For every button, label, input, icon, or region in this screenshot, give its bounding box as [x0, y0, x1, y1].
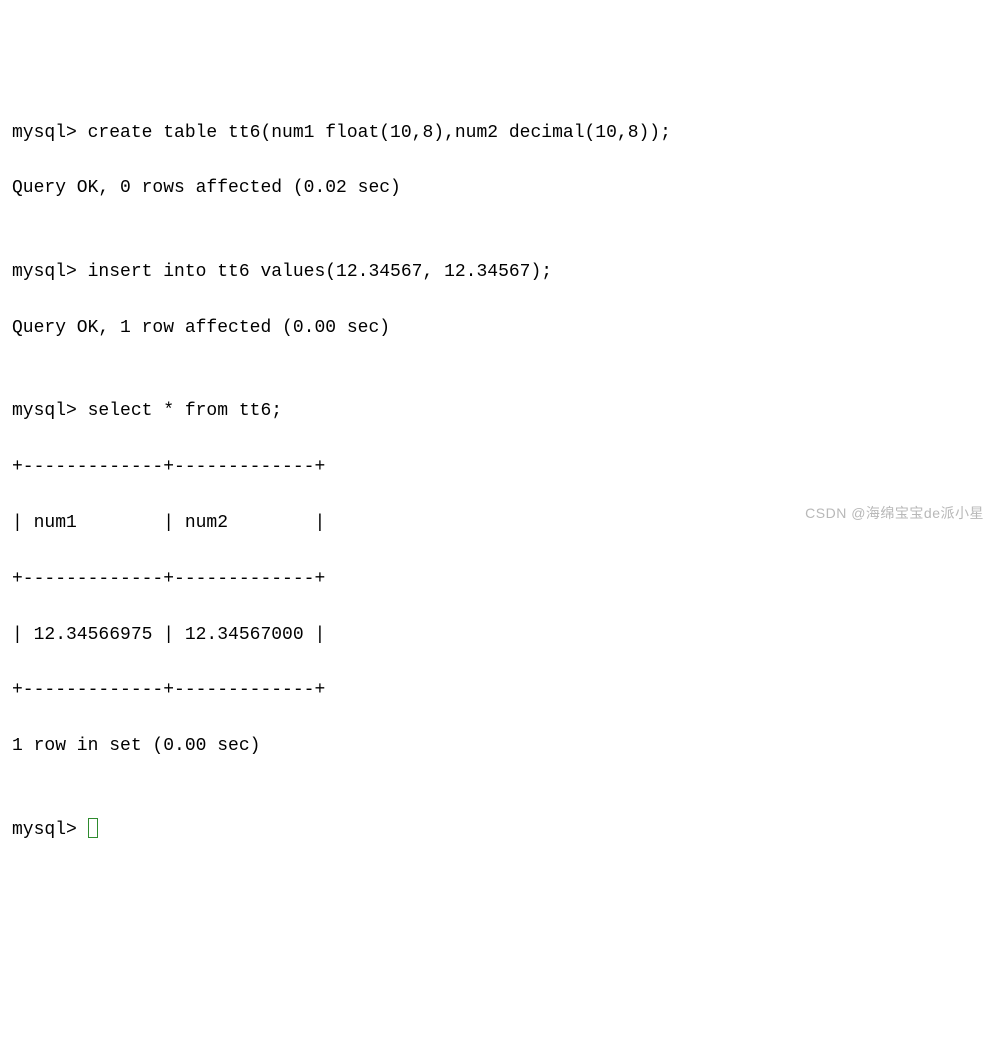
terminal-line: 1 row in set (0.00 sec) [12, 733, 986, 761]
terminal-line: Query OK, 1 row affected (0.00 sec) [12, 315, 986, 343]
terminal-line: Query OK, 0 rows affected (0.02 sec) [12, 175, 986, 203]
terminal-line: +-------------+-------------+ [12, 454, 986, 482]
terminal-line: mysql> create table tt6(num1 float(10,8)… [12, 120, 986, 148]
terminal-line: +-------------+-------------+ [12, 566, 986, 594]
terminal-line: | 12.34566975 | 12.34567000 | [12, 622, 986, 650]
prompt-line[interactable]: mysql> [12, 817, 986, 845]
terminal-line: +-------------+-------------+ [12, 677, 986, 705]
cursor-icon [88, 818, 98, 838]
terminal-line: mysql> select * from tt6; [12, 398, 986, 426]
terminal-line: mysql> insert into tt6 values(12.34567, … [12, 259, 986, 287]
prompt-text: mysql> [12, 820, 88, 840]
watermark-text: CSDN @海绵宝宝de派小星 [805, 503, 984, 525]
